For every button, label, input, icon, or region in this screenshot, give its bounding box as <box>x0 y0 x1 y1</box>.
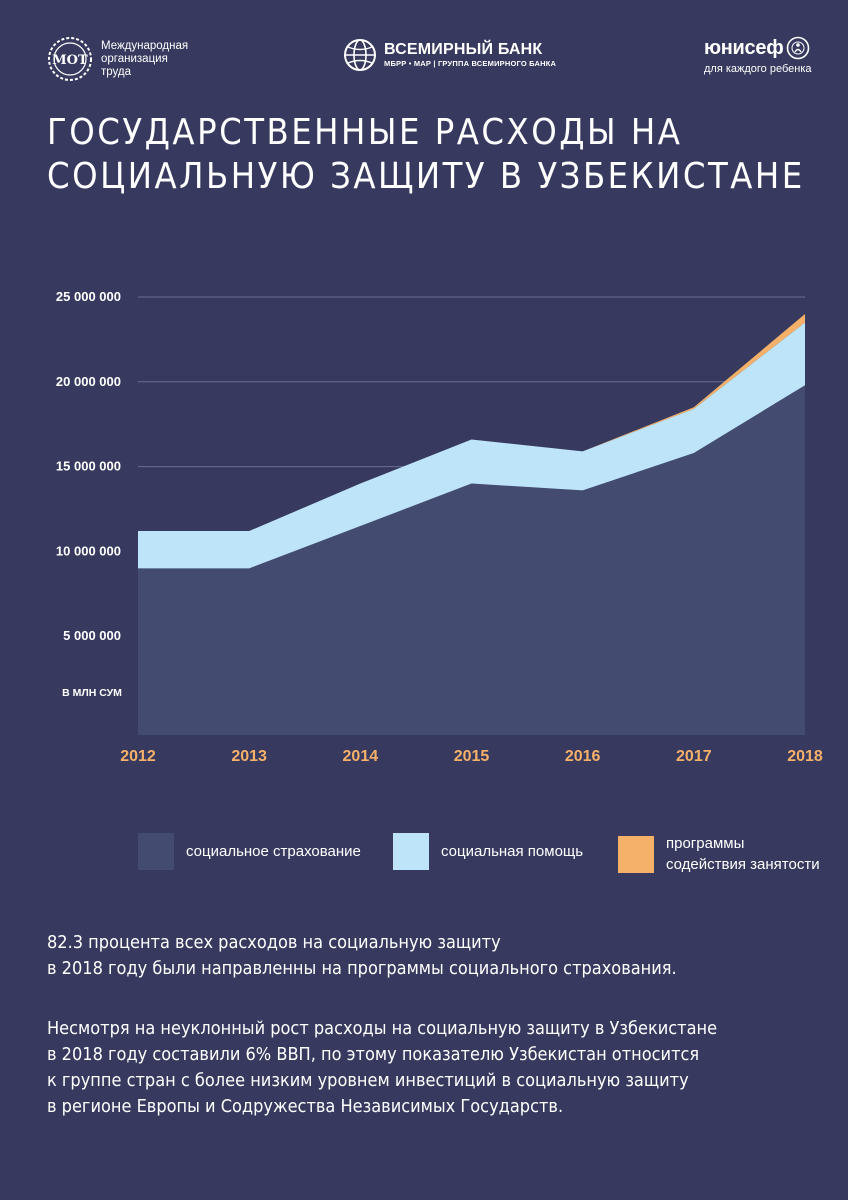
unicef-logo: юнисеф для каждого ребенка <box>704 36 812 76</box>
legend-item-social-insurance: социальное страхование <box>138 833 361 870</box>
legend-item-social-assistance: социальная помощь <box>393 833 583 870</box>
ilo-name-line: организация <box>101 52 168 65</box>
partner-logos: МОТ Международная организация труда ВСЕМ… <box>0 34 848 84</box>
world-bank-subtitle: МБРР • МАР | ГРУППА ВСЕМИРНОГО БАНКА <box>384 59 557 68</box>
globe-icon <box>344 39 376 71</box>
y-tick-label: 20 000 000 <box>56 374 121 389</box>
title-line: ГОСУДАРСТВЕННЫЕ РАСХОДЫ НА <box>47 112 683 153</box>
summary-paragraph: 82.3 процента всех расходов на социальну… <box>47 930 677 982</box>
unicef-tagline: для каждого ребенка <box>704 63 812 75</box>
x-tick-label: 2014 <box>343 748 379 765</box>
area-chart: 5 000 000 10 000 000 15 000 000 20 000 000 2… <box>56 289 823 765</box>
ilo-name-line: Международная <box>101 39 189 52</box>
series-area <box>138 385 805 735</box>
ilo-logo: МОТ Международная организация труда <box>47 36 188 82</box>
x-tick-label: 2016 <box>565 748 601 765</box>
svg-text:МОТ: МОТ <box>52 53 88 68</box>
y-tick-label: 5 000 000 <box>63 628 121 643</box>
paragraph-line: Несмотря на неуклонный рост расходы на с… <box>47 1018 718 1039</box>
unicef-name: юнисеф <box>704 37 784 59</box>
y-tick-label: 25 000 000 <box>56 289 121 304</box>
legend-label: программы содействия занятости <box>666 835 820 873</box>
legend-swatch <box>138 833 174 870</box>
x-tick-label: 2018 <box>787 748 823 765</box>
legend-item-employment-programs: программы содействия занятости <box>618 833 820 875</box>
world-bank-logo: ВСЕМИРНЫЙ БАНК МБРР • МАР | ГРУППА ВСЕМИ… <box>343 38 556 72</box>
legend-swatch <box>618 835 654 873</box>
y-tick-label: 10 000 000 <box>56 543 121 558</box>
series-area <box>138 322 805 569</box>
paragraph-line: в регионе Европы и Содружества Независим… <box>47 1096 564 1117</box>
paragraph-line: 82.3 процента всех расходов на социальну… <box>47 932 501 953</box>
legend-swatch <box>393 833 429 870</box>
unit-label: В МЛН СУМ <box>62 687 122 699</box>
chart-legend: социальное страхование социальная помощь… <box>0 833 848 873</box>
paragraph-line: в 2018 году составили 6% ВВП, по этому п… <box>47 1044 700 1065</box>
ilo-emblem-icon: МОТ <box>48 37 92 81</box>
legend-label: социальная помощь <box>441 843 584 860</box>
paragraph-line: в 2018 году были направленны на программ… <box>47 958 677 979</box>
ilo-name-line: труда <box>101 65 132 78</box>
paragraph-line: к группе стран с более низким уровнем ин… <box>47 1070 689 1091</box>
y-tick-label: 15 000 000 <box>56 459 121 474</box>
title-line: СОЦИАЛЬНУЮ ЗАЩИТУ В УЗБЕКИСТАНЕ <box>47 156 805 197</box>
x-tick-label: 2013 <box>231 748 267 765</box>
x-tick-label: 2015 <box>454 748 490 765</box>
x-tick-label: 2017 <box>676 748 712 765</box>
x-tick-label: 2012 <box>120 748 156 765</box>
context-paragraph: Несмотря на неуклонный рост расходы на с… <box>47 1016 717 1120</box>
page-title: ГОСУДАРСТВЕННЫЕ РАСХОДЫ НА СОЦИАЛЬНУЮ ЗА… <box>47 111 805 199</box>
legend-label: социальное страхование <box>186 843 361 860</box>
world-bank-name: ВСЕМИРНЫЙ БАНК <box>384 41 543 58</box>
unicef-emblem-icon <box>787 36 810 60</box>
